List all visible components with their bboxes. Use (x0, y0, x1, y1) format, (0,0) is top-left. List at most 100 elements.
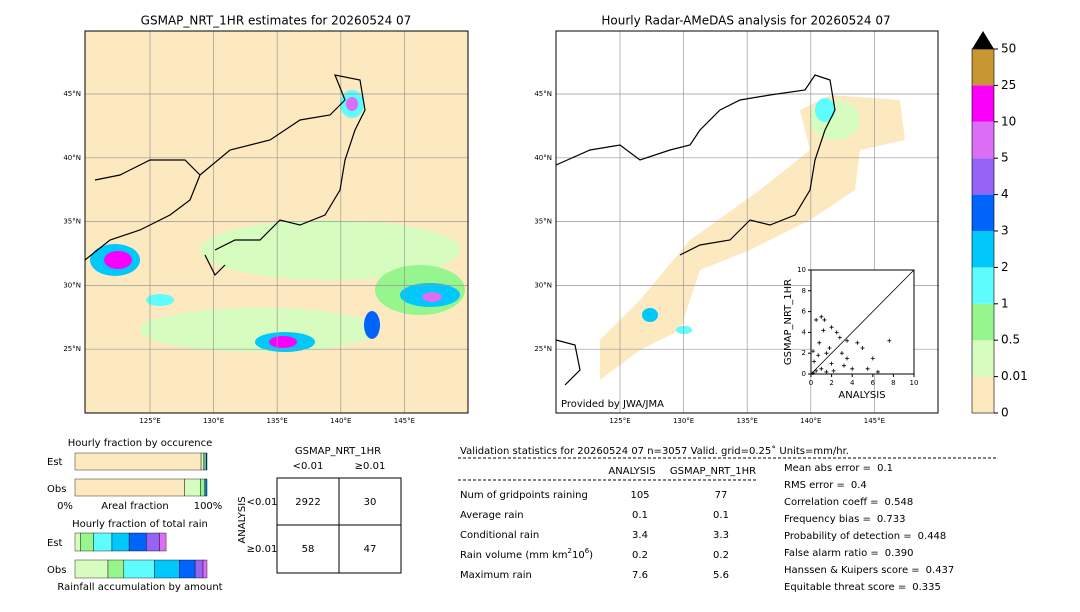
colorbar-label: 2 (1001, 260, 1009, 274)
fraction-segment (153, 559, 180, 579)
cell: 2922 (295, 497, 320, 508)
score: Frequency bias = 0.733 (784, 514, 906, 525)
row-label: Conditional rain (460, 530, 539, 541)
point (819, 366, 824, 371)
point (875, 369, 880, 374)
fraction-segment (111, 532, 130, 552)
y-tick-label: 6 (802, 308, 807, 316)
fraction-segment (194, 559, 204, 579)
fraction-segment (146, 532, 160, 552)
y-axis-label: GSMAP_NRT_1HR (783, 279, 794, 365)
point (855, 340, 860, 345)
point (827, 346, 832, 350)
point (811, 349, 816, 354)
colorbar-label: 5 (1001, 151, 1009, 165)
fraction-segment (74, 532, 81, 552)
colorbar-label: 1 (1001, 296, 1009, 310)
lat-label: 30°N (534, 281, 552, 289)
fraction-segment (202, 559, 208, 579)
colorbar-label: 4 (1001, 187, 1009, 201)
score: Correlation coeff = 0.548 (784, 497, 913, 508)
lon-label: 125°E (139, 417, 160, 425)
point (824, 369, 829, 374)
precip-blobs (600, 95, 905, 380)
score-value: 0.437 (926, 565, 955, 576)
cell: 47 (364, 544, 377, 555)
lat-label: 40°N (63, 154, 81, 162)
row-label: Rain volume (mm km2106) (460, 547, 593, 561)
map-frame (84, 30, 469, 414)
cell: 0.2 (632, 550, 648, 561)
color-bin (972, 121, 994, 159)
row-label: Obs (47, 484, 66, 495)
row-header: <0.01 (247, 497, 278, 508)
point (817, 340, 822, 345)
lon-label: 135°E (737, 417, 758, 425)
lon-label: 140°E (330, 417, 351, 425)
col-header: ≥0.01 (355, 461, 386, 472)
point (870, 356, 875, 361)
score-label: False alarm ratio = (784, 548, 879, 559)
panel-title: Hourly fraction of total rain (72, 519, 208, 530)
point (829, 325, 834, 330)
cell: 0.1 (713, 510, 729, 521)
score: Probability of detection = 0.448 (784, 531, 946, 542)
x-tick-label: 8 (891, 379, 895, 387)
lat-label: 30°N (63, 281, 81, 289)
x-tick-label: 10 (910, 379, 919, 387)
point (822, 317, 827, 322)
cell: 105 (630, 490, 649, 501)
lon-label: 130°E (673, 417, 694, 425)
fraction-segment (123, 559, 155, 579)
map-title: GSMAP_NRT_1HR estimates for 20260524 07 (141, 14, 412, 28)
label-part: Conditional rain (460, 530, 539, 541)
fraction-segment (159, 532, 167, 552)
stats-header: Validation statistics for 20260524 07 n=… (460, 445, 849, 457)
y-tick-label: 10 (797, 266, 806, 274)
fraction-segment (74, 478, 185, 497)
color-bin (972, 231, 994, 268)
map-frame (555, 30, 939, 414)
colorbar-label: 50 (1001, 42, 1016, 56)
lat-label: 25°N (63, 345, 81, 353)
colorbar-label: 25 (1001, 78, 1016, 92)
colorbar-label: 0.01 (1001, 369, 1028, 383)
fraction-segment (179, 559, 196, 579)
cell: 30 (364, 497, 377, 508)
x-tick-label: 0 (809, 379, 813, 387)
x-tick-label: 4 (850, 379, 855, 387)
color-bin (972, 49, 994, 86)
col-header: GSMAP_NRT_1HR (670, 466, 756, 477)
score-value: 0.448 (918, 531, 947, 542)
color-bin (972, 340, 994, 377)
axis-label: Areal fraction (101, 501, 168, 512)
label-part: ) (589, 550, 593, 561)
table-title: GSMAP_NRT_1HR (295, 446, 381, 457)
fraction-segment (200, 478, 205, 497)
score-value: 0.1 (877, 463, 893, 474)
row-title: ANALYSIS (237, 496, 248, 543)
point (839, 351, 844, 356)
row-label: Est (47, 457, 63, 468)
color-bin (972, 158, 994, 195)
extend-triangle (972, 31, 994, 49)
fraction-segment (205, 478, 208, 497)
colorbar-label: 10 (1001, 114, 1016, 128)
diagonal (810, 269, 915, 375)
cell: 0.1 (632, 510, 648, 521)
point (821, 328, 826, 333)
score-label: Equitable threat score = (784, 582, 906, 593)
color-bin (972, 267, 994, 304)
row-label: Num of gridpoints raining (460, 490, 588, 501)
col-header: ANALYSIS (608, 466, 655, 477)
colorbar-label: 0 (1001, 406, 1009, 420)
y-tick-label: 4 (802, 328, 807, 336)
x-tick-label: 6 (871, 379, 876, 387)
col-header: <0.01 (293, 461, 324, 472)
score-label: Correlation coeff = (784, 497, 879, 508)
fraction-segment (128, 532, 147, 552)
color-bin (972, 303, 994, 341)
label-part: Num of gridpoints raining (460, 490, 588, 501)
score: False alarm ratio = 0.390 (784, 548, 913, 559)
